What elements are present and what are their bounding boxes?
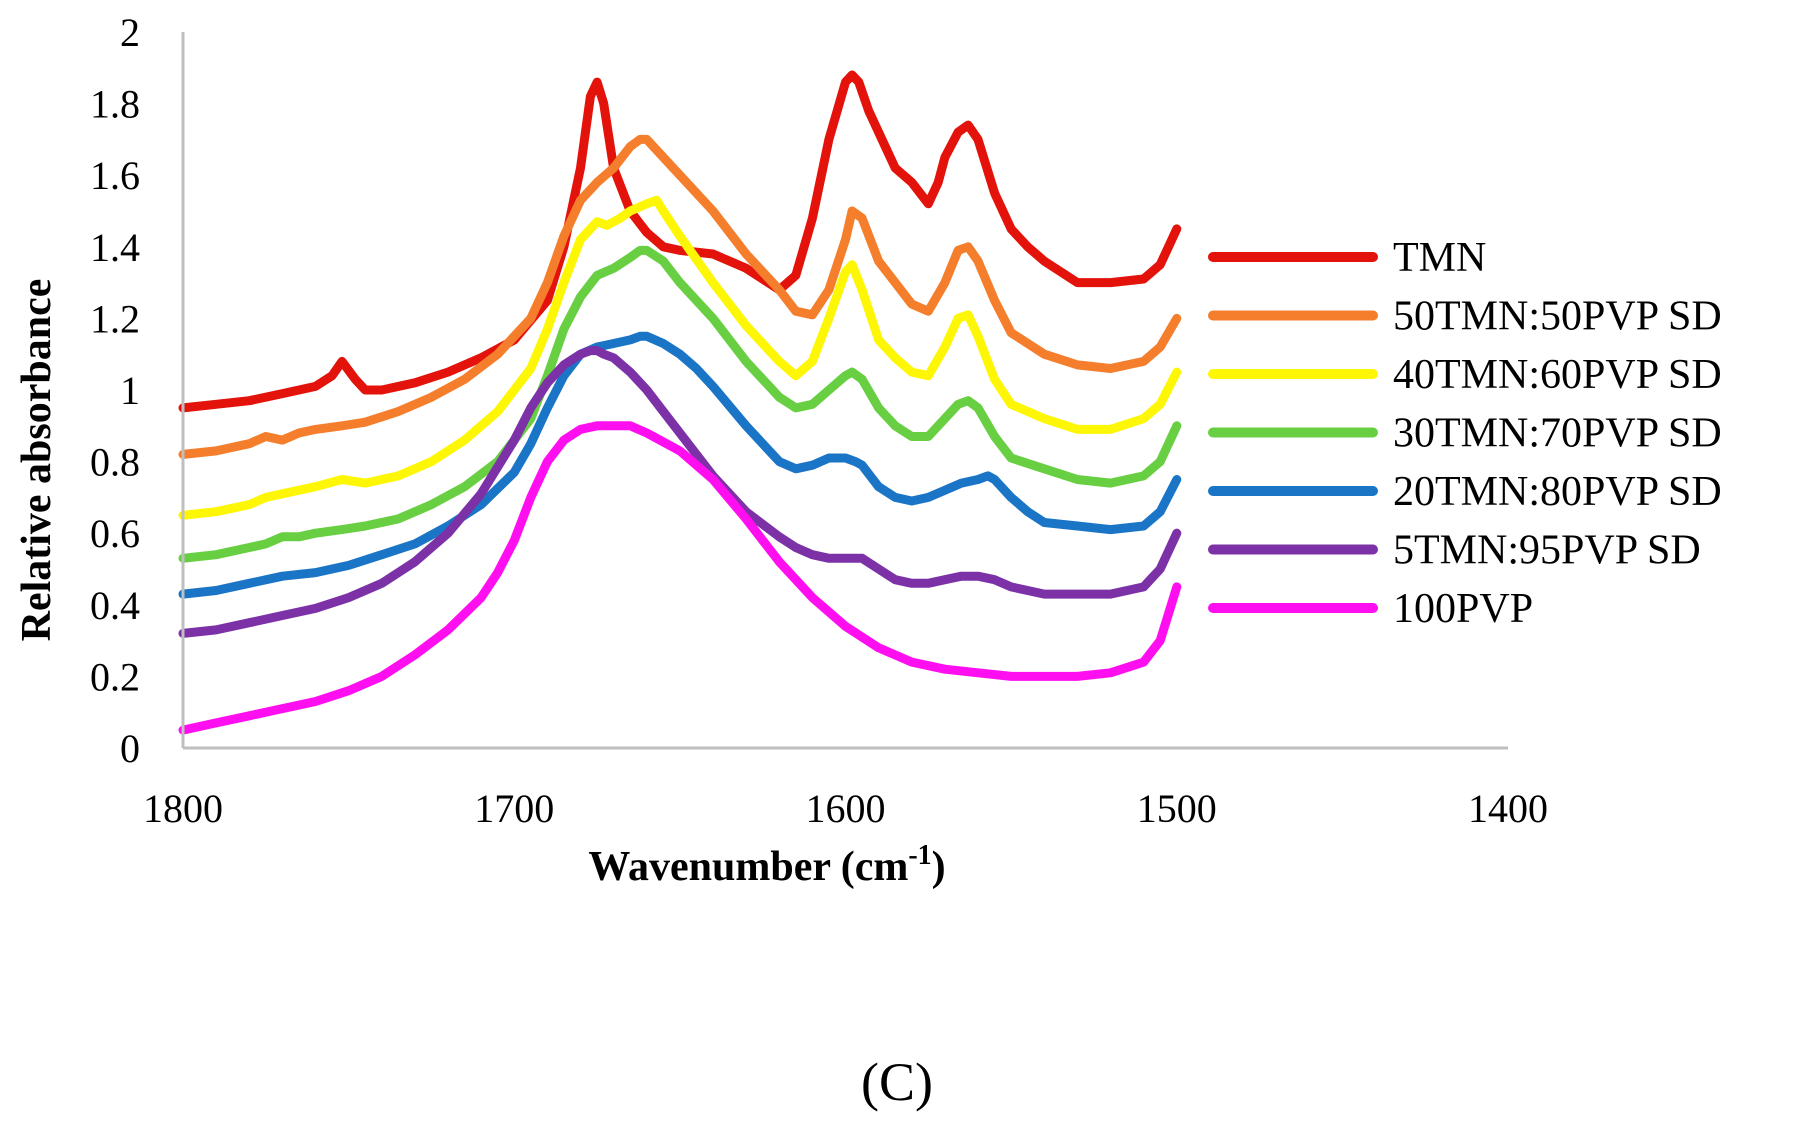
y-tick-label: 0.8	[90, 440, 140, 485]
y-tick-label: 0	[120, 726, 140, 771]
series-lines	[178, 70, 1182, 735]
x-tick-label: 1700	[474, 786, 554, 831]
series-line-1	[178, 70, 1182, 413]
y-tick-label: 2	[120, 10, 140, 55]
legend-label: TMN	[1393, 235, 1486, 281]
series-line-7	[178, 421, 1182, 735]
x-tick-labels: 1800 1700 1600 1500 1400	[143, 786, 1548, 831]
x-tick-label: 1400	[1468, 786, 1548, 831]
y-tick-label: 0.4	[90, 583, 140, 628]
y-tick-label: 1	[120, 368, 140, 413]
y-tick-labels: 0 0.2 0.4 0.6 0.8 1 1.2 1.4 1.6 1.8 2	[90, 10, 140, 771]
x-axis-title: Wavenumber (cm-1)	[588, 840, 945, 890]
panel-label: (C)	[861, 1052, 933, 1112]
series-line-5	[178, 331, 1182, 599]
x-axis-title-superscript: -1	[908, 840, 931, 871]
y-tick-label: 0.2	[90, 654, 140, 699]
y-axis-title: Relative absorbance	[14, 279, 60, 642]
legend-label: 20TMN:80PVP SD	[1393, 469, 1722, 515]
x-tick-label: 1800	[143, 786, 223, 831]
y-tick-label: 1.4	[90, 225, 140, 270]
series-line-4	[178, 245, 1182, 563]
y-tick-label: 1.2	[90, 296, 140, 341]
x-axis-title-main: Wavenumber (cm	[588, 844, 908, 890]
series-line-2	[178, 134, 1182, 459]
legend-label: 5TMN:95PVP SD	[1393, 528, 1701, 574]
legend-label: 100PVP	[1393, 586, 1533, 632]
legend: TMN 50TMN:50PVP SD 40TMN:60PVP SD 30TMN:70P…	[1208, 235, 1722, 632]
y-tick-label: 0.6	[90, 511, 140, 556]
legend-label: 40TMN:60PVP SD	[1393, 352, 1722, 398]
legend-label: 30TMN:70PVP SD	[1393, 411, 1722, 457]
series-line-3	[178, 195, 1182, 520]
y-tick-label: 1.8	[90, 82, 140, 127]
legend-label: 50TMN:50PVP SD	[1393, 294, 1722, 340]
y-tick-label: 1.6	[90, 153, 140, 198]
series-line-6	[178, 346, 1182, 638]
x-tick-label: 1600	[806, 786, 886, 831]
x-tick-label: 1500	[1137, 786, 1217, 831]
x-axis-title-end: )	[932, 844, 946, 890]
